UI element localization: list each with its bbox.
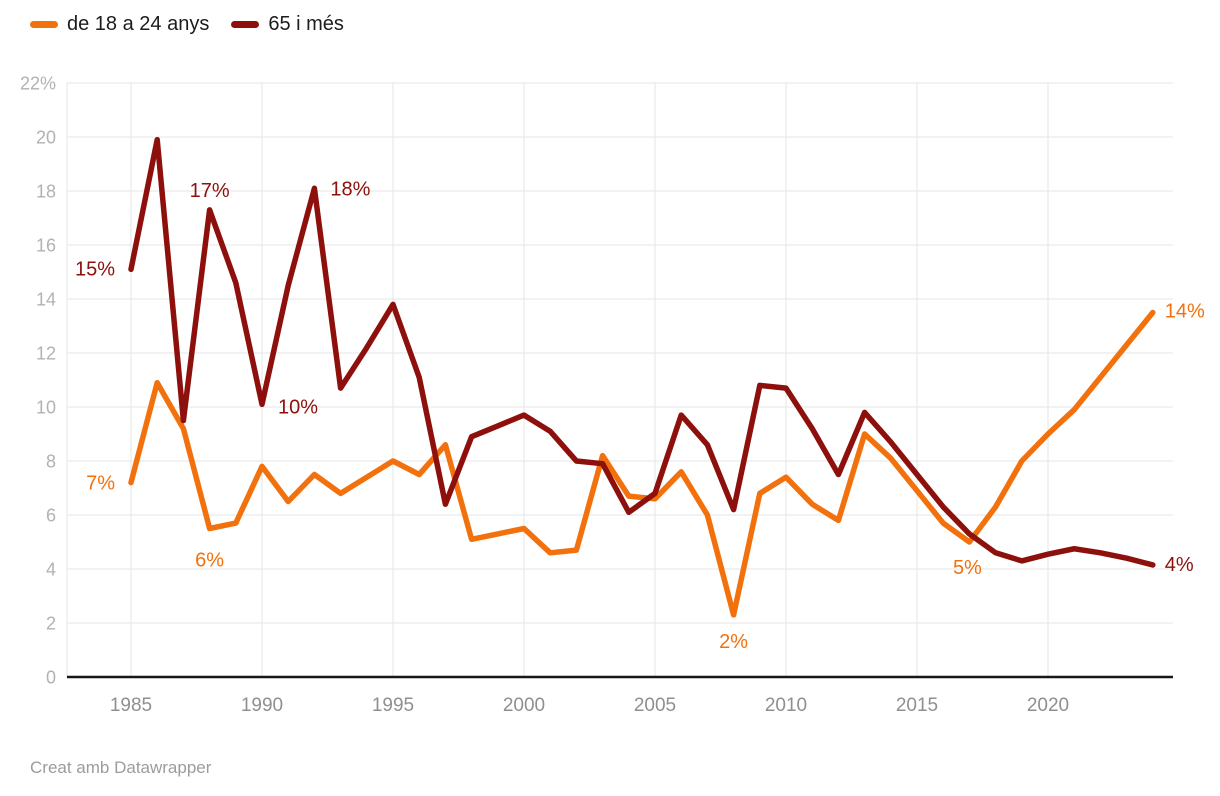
x-axis-tick-label: 2020: [1027, 695, 1069, 716]
y-axis-tick-label: 0: [46, 668, 56, 688]
value-label: 4%: [1165, 554, 1194, 576]
value-label: 15%: [75, 258, 115, 280]
value-label: 18%: [330, 178, 370, 200]
series-line-0: [128, 309, 1156, 618]
legend-swatch-orange: [30, 20, 58, 28]
y-axis-tick-label: 12: [36, 344, 56, 364]
legend-swatch-darkred: [231, 20, 260, 28]
value-label: 5%: [953, 557, 982, 579]
y-axis-tick-label: 10: [36, 398, 56, 418]
value-label: 6%: [195, 550, 224, 572]
y-axis-tick-label: 6: [46, 506, 56, 526]
y-axis-tick-label: 18: [36, 182, 56, 202]
legend-label-18-24: de 18 a 24 anys: [67, 13, 210, 35]
y-axis-tick-label: 8: [46, 452, 56, 472]
value-label: 14%: [1165, 301, 1205, 323]
y-axis-tick-label: 22%: [20, 74, 56, 94]
value-label: 2%: [719, 631, 748, 653]
legend: de 18 a 24 anys 65 i més: [30, 14, 344, 34]
value-label: 17%: [190, 180, 230, 202]
y-axis-tick-label: 20: [36, 128, 56, 148]
x-axis-tick-label: 2000: [503, 695, 545, 716]
legend-label-65: 65 i més: [268, 13, 344, 35]
y-axis-tick-label: 2: [46, 614, 56, 634]
y-axis-tick-label: 16: [36, 236, 56, 256]
x-axis-tick-label: 1990: [241, 695, 283, 716]
x-axis-tick-label: 1985: [110, 695, 152, 716]
legend-item-65: 65 i més: [231, 14, 344, 34]
datawrapper-attribution[interactable]: Creat amb Datawrapper: [30, 758, 212, 777]
y-axis-tick-label: 4: [46, 560, 56, 580]
x-axis-tick-label: 1995: [372, 695, 414, 716]
x-axis-tick-label: 2015: [896, 695, 938, 716]
x-axis-tick-label: 2005: [634, 695, 676, 716]
value-label: 7%: [86, 473, 115, 495]
y-axis-tick-label: 14: [36, 290, 56, 310]
x-axis-tick-label: 2010: [765, 695, 807, 716]
legend-item-18-24: de 18 a 24 anys: [30, 14, 209, 34]
series-line-1: [128, 136, 1156, 568]
value-label: 10%: [278, 396, 318, 418]
